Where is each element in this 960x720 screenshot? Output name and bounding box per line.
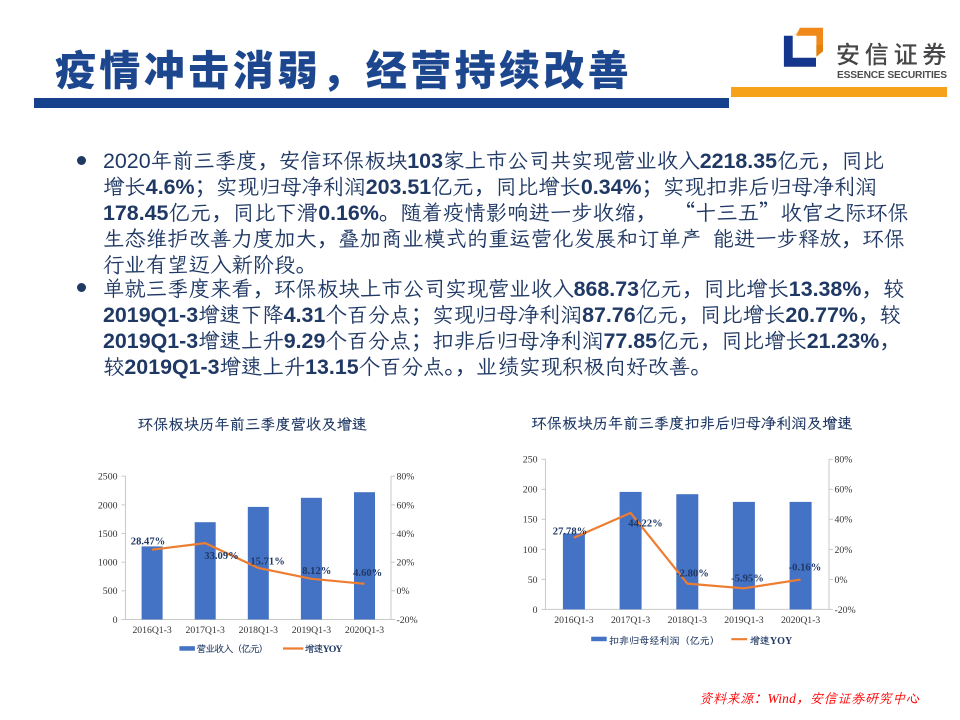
svg-text:27.78%: 27.78% bbox=[553, 527, 587, 538]
svg-text:-2.80%: -2.80% bbox=[676, 569, 709, 580]
svg-text:1000: 1000 bbox=[98, 558, 118, 569]
svg-text:8.12%: 8.12% bbox=[302, 566, 331, 577]
svg-text:60%: 60% bbox=[835, 485, 853, 496]
svg-text:200: 200 bbox=[523, 485, 538, 496]
svg-text:44.22%: 44.22% bbox=[628, 519, 662, 530]
svg-text:2019Q1-3: 2019Q1-3 bbox=[292, 625, 331, 636]
svg-text:2016Q1-3: 2016Q1-3 bbox=[554, 615, 593, 626]
svg-text:0%: 0% bbox=[835, 575, 848, 586]
svg-text:扣非归母经利润（亿元）: 扣非归母经利润（亿元） bbox=[609, 635, 720, 647]
svg-text:2017Q1-3: 2017Q1-3 bbox=[611, 615, 650, 626]
svg-text:2019Q1-3: 2019Q1-3 bbox=[724, 615, 763, 626]
svg-text:2020Q1-3: 2020Q1-3 bbox=[345, 625, 384, 636]
svg-text:2000: 2000 bbox=[98, 500, 118, 511]
svg-text:-20%: -20% bbox=[835, 605, 856, 616]
svg-text:15.71%: 15.71% bbox=[250, 556, 284, 567]
svg-text:40%: 40% bbox=[397, 529, 415, 540]
svg-text:0: 0 bbox=[533, 605, 538, 616]
svg-text:1500: 1500 bbox=[98, 529, 118, 540]
svg-text:2020Q1-3: 2020Q1-3 bbox=[781, 615, 820, 626]
svg-text:-0.16%: -0.16% bbox=[789, 563, 822, 574]
svg-text:500: 500 bbox=[103, 586, 118, 597]
svg-text:2017Q1-3: 2017Q1-3 bbox=[186, 625, 225, 636]
svg-text:250: 250 bbox=[523, 455, 538, 466]
svg-text:0%: 0% bbox=[397, 586, 410, 597]
svg-text:20%: 20% bbox=[835, 545, 853, 556]
svg-text:28.47%: 28.47% bbox=[131, 537, 165, 548]
svg-text:80%: 80% bbox=[835, 455, 853, 466]
svg-text:4.60%: 4.60% bbox=[353, 568, 382, 579]
svg-text:33.09%: 33.09% bbox=[204, 551, 238, 562]
svg-text:40%: 40% bbox=[835, 515, 853, 526]
svg-text:0: 0 bbox=[113, 615, 118, 626]
svg-text:2018Q1-3: 2018Q1-3 bbox=[668, 615, 707, 626]
svg-text:50: 50 bbox=[528, 575, 538, 586]
svg-text:环保板块历年前三季度营收及增速: 环保板块历年前三季度营收及增速 bbox=[138, 417, 368, 434]
svg-text:100: 100 bbox=[523, 545, 538, 556]
svg-text:60%: 60% bbox=[397, 500, 415, 511]
svg-text:增速YOY: 增速YOY bbox=[750, 635, 793, 647]
svg-text:150: 150 bbox=[523, 515, 538, 526]
svg-text:2018Q1-3: 2018Q1-3 bbox=[239, 625, 278, 636]
svg-text:营业收入（亿元）: 营业收入（亿元） bbox=[197, 644, 268, 655]
svg-text:-20%: -20% bbox=[397, 615, 418, 626]
svg-text:2500: 2500 bbox=[98, 472, 118, 483]
svg-text:环保板块历年前三季度扣非后归母净利润及增速: 环保板块历年前三季度扣非后归母净利润及增速 bbox=[531, 416, 853, 433]
svg-text:80%: 80% bbox=[397, 472, 415, 483]
svg-text:2016Q1-3: 2016Q1-3 bbox=[132, 625, 171, 636]
svg-text:增速YOY: 增速YOY bbox=[305, 644, 343, 655]
svg-text:20%: 20% bbox=[397, 558, 415, 569]
svg-text:-5.95%: -5.95% bbox=[731, 574, 764, 585]
